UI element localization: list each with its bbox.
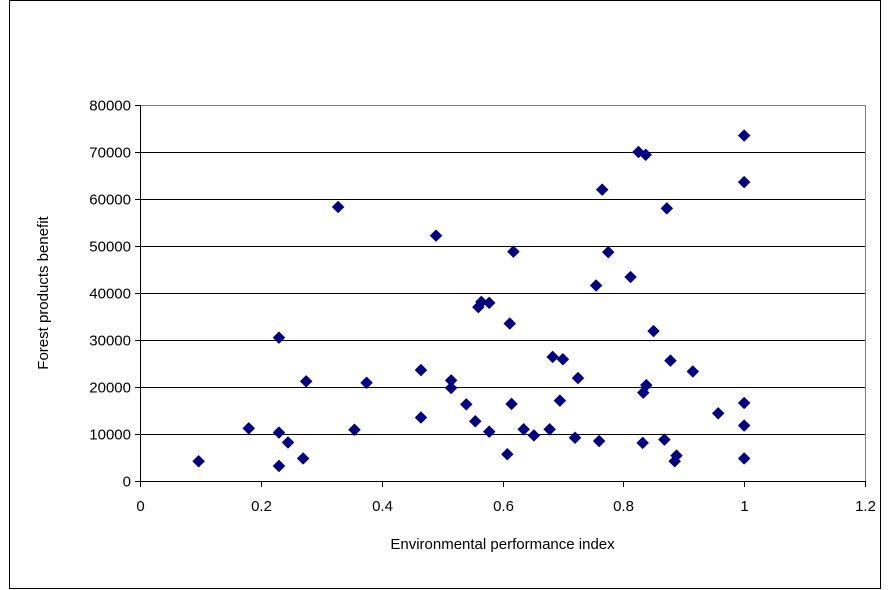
data-point (553, 394, 567, 407)
data-point (592, 434, 606, 448)
x-tick-label: 0 (136, 498, 144, 515)
data-point (331, 200, 345, 214)
x-axis-title: Environmental performance index (390, 536, 615, 553)
data-point (647, 324, 660, 338)
data-point (414, 363, 428, 377)
y-tick-label: 20000 (89, 380, 131, 397)
y-axis-title: Forest products benefit (35, 215, 52, 369)
data-point (658, 433, 671, 446)
data-point (543, 422, 556, 436)
data-point (711, 406, 725, 420)
y-tick-label: 60000 (89, 192, 131, 209)
data-point (546, 350, 559, 364)
x-tick-label: 0.6 (493, 498, 514, 515)
scatter-chart: 0 10000 20000 30000 40000 50000 60000 70000 8000… (35, 98, 876, 554)
x-tick-label: 0.2 (251, 498, 272, 515)
data-point (507, 245, 520, 258)
y-tick-label: 10000 (89, 427, 131, 444)
data-point (568, 431, 582, 445)
data-point (348, 423, 361, 437)
y-tick-label: 40000 (89, 286, 131, 303)
data-point (636, 436, 650, 450)
data-point (272, 459, 286, 473)
y-tick-label: 30000 (89, 333, 131, 350)
data-point (296, 452, 310, 465)
data-point (527, 429, 541, 442)
data-point (737, 452, 751, 465)
y-tick-label: 0 (123, 474, 131, 491)
data-point (281, 436, 295, 449)
data-point (686, 365, 700, 378)
data-point (624, 270, 637, 284)
x-tick-label: 0.4 (372, 498, 393, 515)
y-tick-label: 50000 (89, 239, 131, 256)
data-point (444, 381, 458, 395)
data-point (589, 279, 603, 292)
data-point (192, 454, 205, 468)
tick-labels: 0 10000 20000 30000 40000 50000 60000 70000 8000… (89, 98, 876, 516)
data-point (595, 183, 609, 196)
data-point (556, 352, 570, 366)
y-tick-label: 70000 (89, 145, 131, 162)
data-point (503, 317, 517, 330)
x-tick-label: 1 (740, 498, 748, 515)
data-point (664, 354, 677, 368)
data-point (639, 378, 653, 392)
data-point (242, 422, 256, 435)
x-tick-label: 0.8 (613, 498, 634, 515)
data-point (737, 175, 751, 189)
data-point (500, 447, 514, 461)
data-points (192, 129, 751, 473)
data-point (299, 375, 313, 388)
data-point (272, 426, 286, 439)
data-point (737, 419, 751, 432)
data-point (360, 376, 373, 390)
data-point (670, 449, 683, 462)
data-point (272, 331, 286, 345)
data-point (660, 202, 674, 215)
y-tick-label: 80000 (89, 98, 131, 115)
data-point (482, 425, 496, 439)
data-point (459, 398, 473, 411)
data-point (517, 422, 530, 436)
data-point (601, 245, 615, 259)
data-point (468, 414, 482, 428)
data-point (505, 397, 518, 411)
data-point (571, 371, 585, 385)
chart-area: 0 10000 20000 30000 40000 50000 60000 70000 8000… (9, 0, 881, 589)
x-tick-label: 1.2 (855, 498, 876, 515)
data-point (429, 229, 443, 243)
data-point (482, 296, 496, 310)
data-point (737, 129, 751, 142)
data-point (639, 148, 653, 162)
data-point (414, 411, 428, 424)
axes (135, 105, 866, 487)
data-point (737, 396, 751, 410)
data-point (475, 295, 488, 309)
